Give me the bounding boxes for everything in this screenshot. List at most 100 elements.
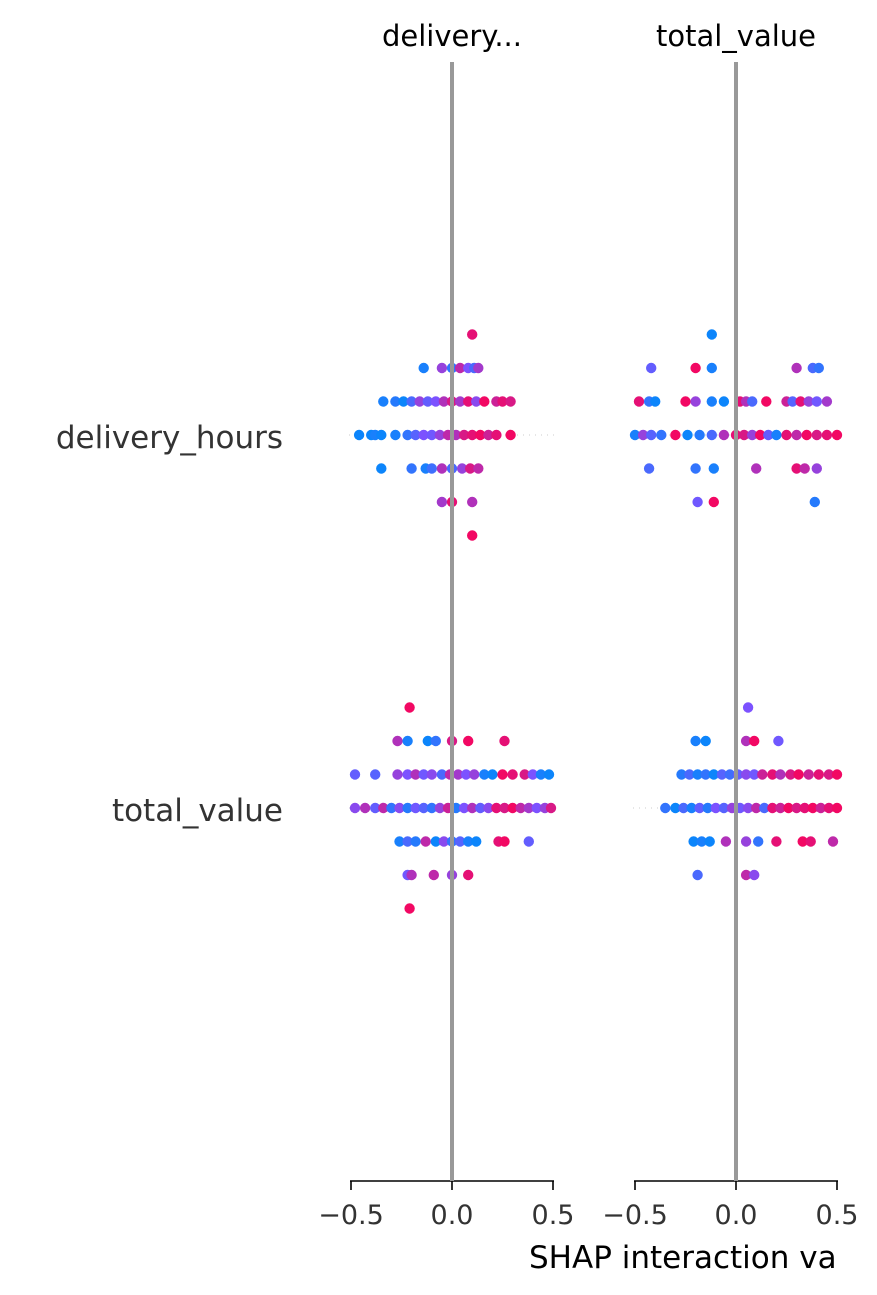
data-point: [475, 429, 486, 441]
data-point: [426, 769, 437, 780]
data-point: [700, 769, 711, 780]
data-point: [749, 735, 760, 747]
data-point: [430, 836, 441, 847]
data-point: [436, 496, 448, 508]
data-point: [406, 396, 417, 407]
data-point: [454, 396, 466, 407]
data-point: [761, 396, 772, 407]
data-point: [438, 396, 450, 407]
data-point: [394, 802, 405, 814]
data-point: [507, 802, 518, 814]
data-point: [463, 396, 474, 407]
data-point: [497, 769, 508, 780]
data-point: [823, 802, 835, 814]
data-point: [359, 802, 371, 814]
x-tick-label-2-2: 0.0: [715, 1200, 758, 1231]
data-point: [650, 396, 661, 407]
data-point: [686, 802, 697, 814]
x-tick-label-2-1: −0.5: [602, 1200, 668, 1231]
data-point: [633, 396, 645, 407]
data-point: [692, 496, 703, 508]
data-point: [483, 802, 494, 814]
data-point: [422, 396, 433, 407]
data-point: [682, 429, 693, 441]
data-point: [430, 396, 441, 407]
x-axis-label: SHAP interaction va: [529, 1240, 837, 1276]
data-point: [775, 802, 786, 814]
data-point: [801, 429, 812, 441]
data-point: [799, 463, 810, 474]
data-point: [463, 836, 474, 847]
data-point: [483, 429, 494, 441]
data-point: [740, 869, 752, 881]
data-point: [690, 362, 701, 374]
data-point: [456, 463, 468, 474]
data-point: [781, 429, 792, 441]
data-point: [467, 329, 478, 340]
x-tick-label-2-3: 0.5: [816, 1200, 859, 1231]
data-point: [809, 496, 820, 508]
data-point: [660, 802, 671, 814]
data-point: [646, 362, 657, 374]
data-point: [469, 769, 480, 780]
data-point: [803, 396, 814, 407]
data-point: [688, 836, 699, 847]
data-point: [434, 429, 446, 441]
data-point: [708, 496, 719, 508]
data-point: [793, 769, 804, 780]
data-point: [708, 769, 719, 780]
data-point: [738, 429, 750, 441]
data-point: [751, 802, 762, 814]
data-point: [410, 802, 421, 814]
data-point: [370, 769, 381, 780]
data-point: [690, 735, 701, 747]
panel-2-1: [349, 702, 557, 914]
data-point: [398, 396, 409, 407]
data-point: [404, 702, 415, 713]
data-point: [696, 836, 707, 847]
data-point: [811, 429, 822, 441]
row-label-total-value: total_value: [112, 793, 283, 829]
data-point: [676, 769, 687, 780]
data-point: [436, 362, 448, 374]
data-point: [740, 836, 752, 847]
data-point: [463, 869, 474, 881]
data-point: [718, 396, 730, 407]
data-point: [678, 802, 689, 814]
data-point: [791, 429, 802, 441]
data-point: [795, 396, 806, 407]
data-point: [771, 836, 782, 847]
data-point: [783, 802, 794, 814]
data-point: [791, 463, 802, 474]
data-point: [773, 735, 784, 747]
data-point: [460, 769, 472, 780]
data-point: [402, 802, 413, 814]
data-point: [487, 769, 498, 780]
data-point: [775, 769, 786, 780]
data-point: [402, 735, 413, 747]
data-point: [475, 802, 486, 814]
data-point: [402, 769, 413, 780]
data-point: [390, 396, 401, 407]
panels: −0.5 0.0 0.5 −0.5 0.0 0.5: [318, 62, 858, 1231]
x-tick-label-1-3: 0.5: [532, 1200, 575, 1231]
data-point: [394, 836, 405, 847]
data-point: [491, 802, 502, 814]
data-point: [349, 769, 361, 780]
data-point: [720, 836, 732, 847]
data-point: [771, 429, 782, 441]
data-point: [807, 802, 818, 814]
data-point: [467, 530, 478, 541]
data-point: [420, 836, 431, 847]
column-title-2: total_value: [656, 19, 816, 53]
data-point: [376, 463, 387, 474]
data-point: [386, 802, 397, 814]
data-point: [467, 496, 478, 508]
data-point: [491, 429, 502, 441]
data-point: [742, 702, 754, 713]
data-point: [718, 429, 730, 441]
data-point: [471, 396, 482, 407]
data-point: [465, 463, 476, 474]
data-point: [827, 836, 839, 847]
data-point: [724, 769, 736, 780]
